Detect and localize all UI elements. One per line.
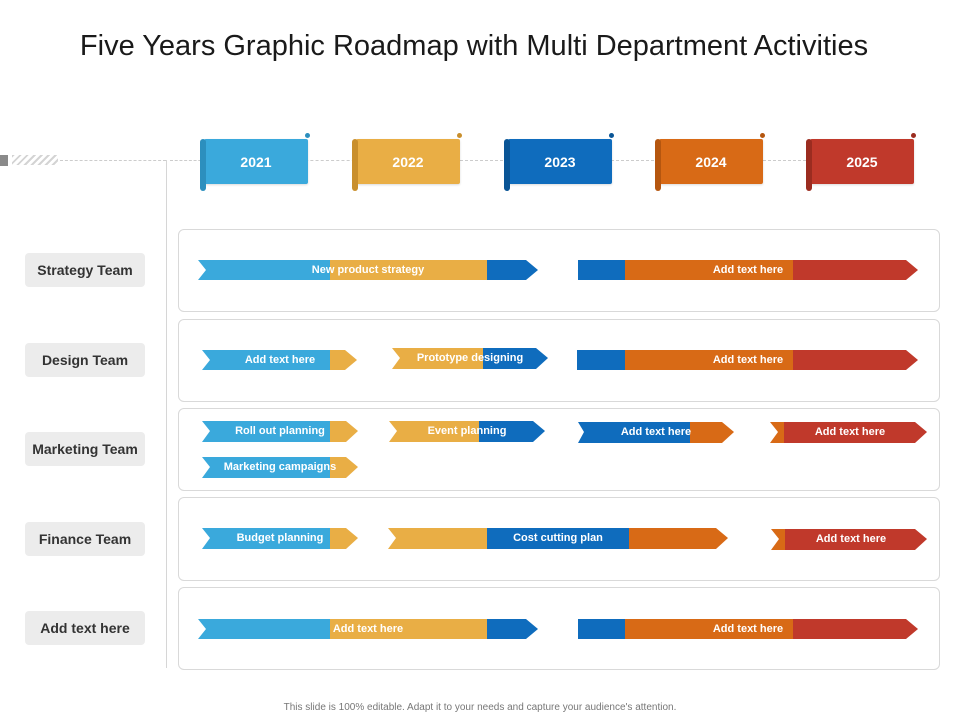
activity-bar-strategy-2: Add text here xyxy=(578,260,918,280)
banner-pin xyxy=(609,133,614,138)
activity-bar-finance-2: Cost cutting plan xyxy=(388,528,728,549)
banner-curl xyxy=(200,139,206,191)
activity-label: Add text here xyxy=(332,623,404,635)
activity-bar-strategy-1: New product strategy xyxy=(198,260,538,280)
bar-shape xyxy=(578,422,734,443)
activity-bar-design-3: Add text here xyxy=(577,350,918,370)
bar-shape xyxy=(202,457,358,478)
activity-label: Budget planning xyxy=(236,532,324,544)
year-banner-2024: 2024 xyxy=(655,133,765,191)
timeline-dash xyxy=(758,160,816,161)
activity-bar-other-1: Add text here xyxy=(198,619,538,639)
timeline-dash xyxy=(455,160,513,161)
timeline-dash xyxy=(170,160,206,161)
activity-bar-design-2: Prototype designing xyxy=(392,348,548,369)
activity-label: Add text here xyxy=(712,623,784,635)
activity-label: Prototype designing xyxy=(416,352,524,364)
activity-label: Add text here xyxy=(814,426,886,438)
year-label: 2022 xyxy=(392,153,424,170)
activity-bar-marketing-3: Add text here xyxy=(578,422,734,443)
activity-label: Event planning xyxy=(427,425,507,437)
bar-shape xyxy=(198,619,538,639)
banner-pin xyxy=(457,133,462,138)
team-label-design: Design Team xyxy=(25,343,145,377)
banner-curl xyxy=(806,139,812,191)
team-label-strategy: Strategy Team xyxy=(25,253,145,287)
activity-label: Cost cutting plan xyxy=(513,532,603,544)
activity-bar-marketing-1: Roll out planning xyxy=(202,421,358,442)
page-title: Five Years Graphic Roadmap with Multi De… xyxy=(79,30,869,62)
year-label: 2021 xyxy=(240,153,272,170)
activity-bar-design-1: Add text here xyxy=(202,350,357,370)
banner-curl xyxy=(352,139,358,191)
decorative-stripe xyxy=(0,155,8,166)
bar-shape xyxy=(771,529,927,550)
activity-label: Add text here xyxy=(712,354,784,366)
bar-shape xyxy=(577,350,918,370)
team-label-other: Add text here xyxy=(25,611,145,645)
timeline-connector xyxy=(60,160,166,161)
bar-shape xyxy=(770,422,927,443)
timeline-vertical-line xyxy=(166,160,167,668)
activity-bar-marketing-5: Marketing campaigns xyxy=(202,457,358,478)
decorative-hatch xyxy=(12,155,58,165)
banner-pin xyxy=(911,133,916,138)
activity-label: Marketing campaigns xyxy=(223,461,337,473)
activity-label: Add text here xyxy=(712,264,784,276)
banner-curl xyxy=(655,139,661,191)
banner-pin xyxy=(305,133,310,138)
team-label-finance: Finance Team xyxy=(25,522,145,556)
bar-shape xyxy=(392,348,548,369)
year-banner-2025: 2025 xyxy=(806,133,916,191)
year-label: 2024 xyxy=(695,153,727,170)
timeline-dash xyxy=(300,160,360,161)
activity-label: Add text here xyxy=(620,426,692,438)
bar-shape xyxy=(202,528,358,549)
year-label: 2025 xyxy=(846,153,878,170)
activity-bar-marketing-4: Add text here xyxy=(770,422,927,443)
banner-curl xyxy=(504,139,510,191)
bar-shape xyxy=(388,528,728,549)
year-banner-2022: 2022 xyxy=(352,133,462,191)
bar-shape xyxy=(202,421,358,442)
footer-note: This slide is 100% editable. Adapt it to… xyxy=(283,702,677,713)
activity-label: Add text here xyxy=(244,354,316,366)
year-banner-2023: 2023 xyxy=(504,133,614,191)
bar-shape xyxy=(578,619,918,639)
activity-bar-other-2: Add text here xyxy=(578,619,918,639)
activity-label: Add text here xyxy=(815,533,887,545)
activity-bar-finance-1: Budget planning xyxy=(202,528,358,549)
team-label-marketing: Marketing Team xyxy=(25,432,145,466)
banner-pin xyxy=(760,133,765,138)
timeline-dash xyxy=(606,160,664,161)
bar-shape xyxy=(578,260,918,280)
activity-bar-finance-3: Add text here xyxy=(771,529,927,550)
activity-label: New product strategy xyxy=(311,264,425,276)
year-label: 2023 xyxy=(544,153,576,170)
bar-shape xyxy=(389,421,545,442)
bar-shape xyxy=(202,350,357,370)
bar-shape xyxy=(198,260,538,280)
activity-bar-marketing-2: Event planning xyxy=(389,421,545,442)
activity-label: Roll out planning xyxy=(235,425,325,437)
year-banner-2021: 2021 xyxy=(200,133,310,191)
